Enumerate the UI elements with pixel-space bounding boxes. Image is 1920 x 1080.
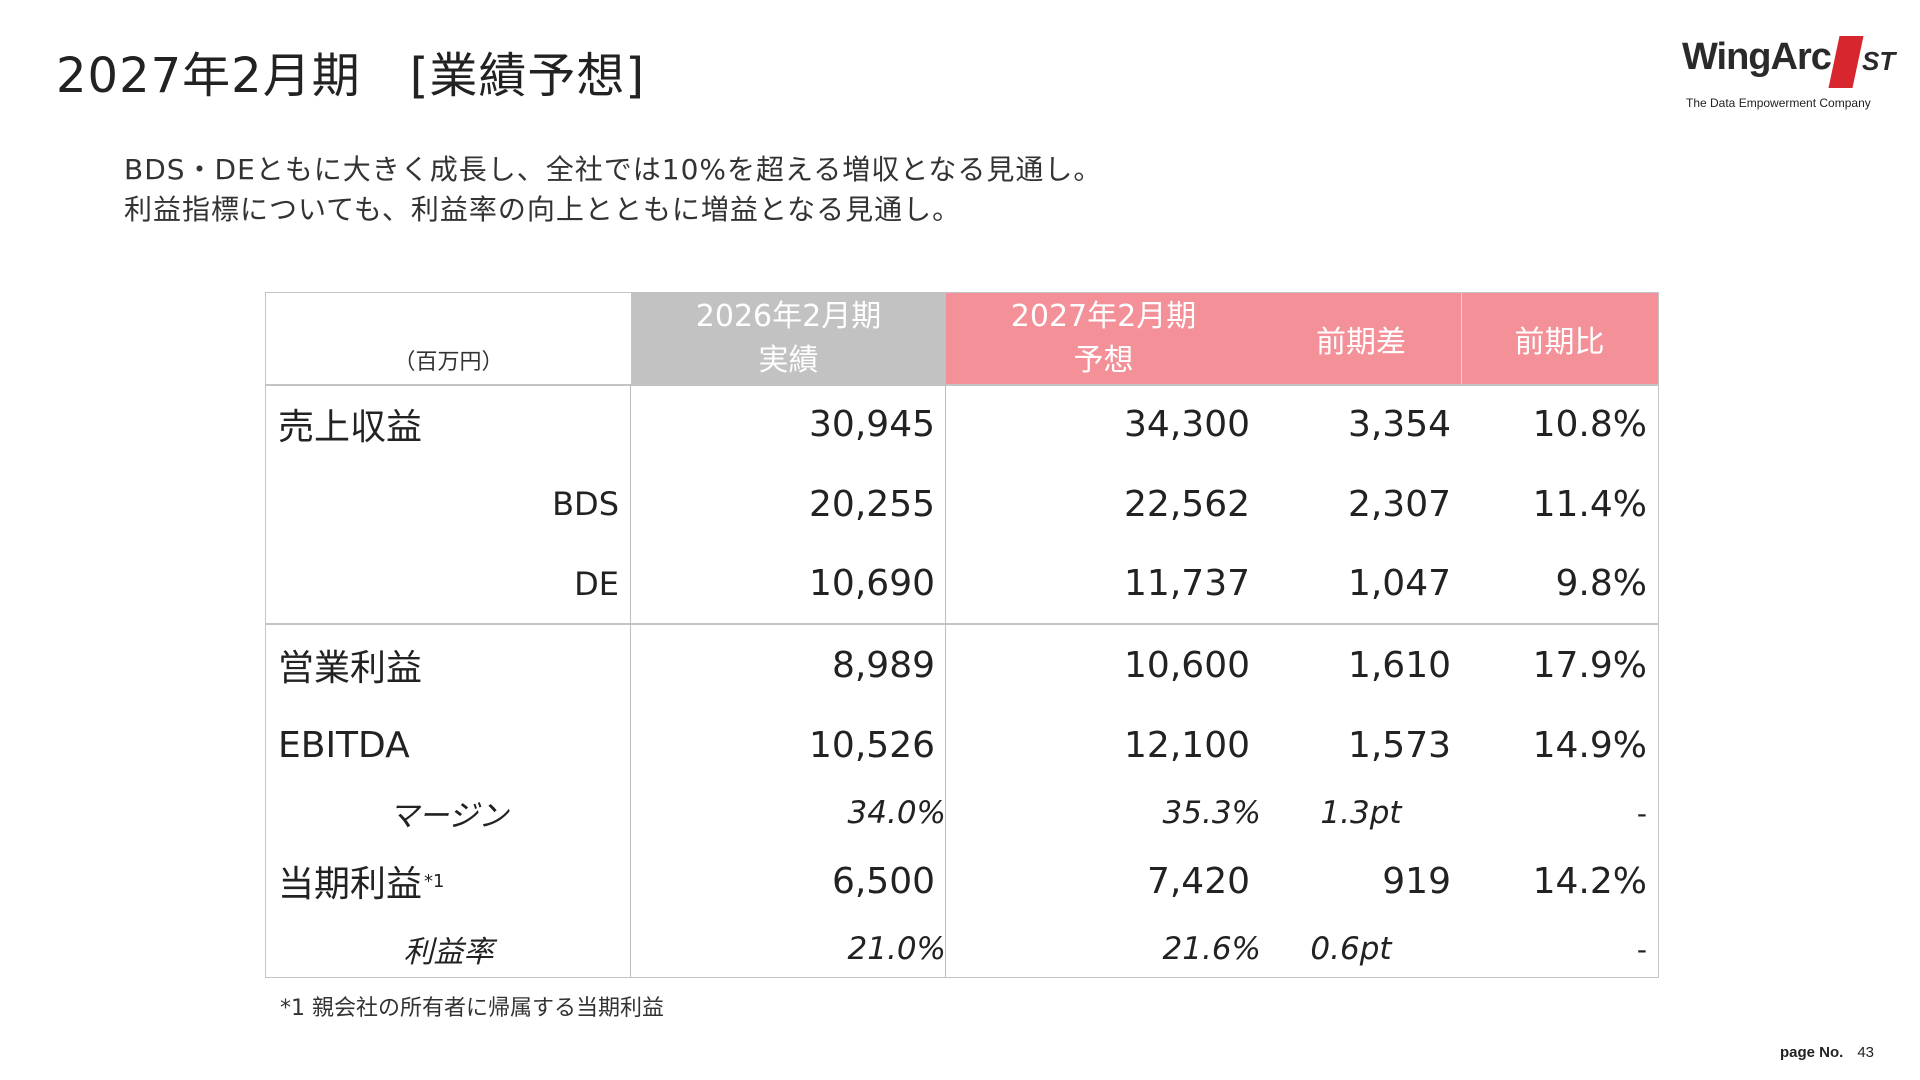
table-row-profit-margin: 利益率 21.0% 21.6% 0.6pt - xyxy=(266,921,1658,977)
cell-diff: 2,307 xyxy=(1347,483,1451,525)
cell-prev: 21.0% xyxy=(847,931,946,967)
row-label: DE xyxy=(574,564,619,603)
cell-prev: 20,255 xyxy=(809,483,935,525)
row-label: マージン xyxy=(388,799,509,834)
cell-diff: 1,573 xyxy=(1347,724,1451,766)
cell-diff: 3,354 xyxy=(1347,403,1451,445)
cell-diff: 1,047 xyxy=(1347,563,1451,604)
table-row-de: DE 10,690 11,737 1,047 9.8% xyxy=(266,544,1658,623)
cell-ratio: 9.8% xyxy=(1555,563,1647,604)
header-fy2026-line1: 2026年2月期 xyxy=(695,298,882,334)
row-label: 利益率 xyxy=(403,935,494,970)
cell-prev: 8,989 xyxy=(831,644,935,686)
cell-ratio: - xyxy=(1636,932,1647,966)
table-row-revenue: 売上収益 30,945 34,300 3,354 10.8% xyxy=(266,384,1658,464)
column-divider-line xyxy=(945,384,946,977)
footnote-marker: *1 xyxy=(424,870,445,892)
header-fy2027-forecast: 2027年2月期 予想 xyxy=(946,293,1261,384)
cell-forecast: 7,420 xyxy=(1146,860,1250,902)
cell-prev: 34.0% xyxy=(847,795,946,831)
company-logo: WingArc ST The Data Empowerment Company xyxy=(1682,30,1896,116)
intro-line-2: 利益指標についても、利益率の向上とともに増益となる見通し。 xyxy=(124,193,962,226)
column-divider-line xyxy=(630,384,631,977)
table-row-operating-profit: 営業利益 8,989 10,600 1,610 17.9% xyxy=(266,625,1658,705)
cell-forecast: 10,600 xyxy=(1124,644,1250,686)
header-yoy-diff: 前期差 xyxy=(1261,293,1461,384)
cell-prev: 30,945 xyxy=(809,403,935,445)
cell-forecast: 35.3% xyxy=(1162,795,1261,831)
page-number-value: 43 xyxy=(1857,1044,1875,1061)
header-fy2026-actual: 2026年2月期 実績 xyxy=(631,293,946,384)
cell-ratio: 11.4% xyxy=(1532,483,1647,525)
forecast-table: （百万円） 2026年2月期 実績 2027年2月期 予想 前期差 前期比 売上… xyxy=(265,292,1659,978)
table-row-bds: BDS 20,255 22,562 2,307 11.4% xyxy=(266,464,1658,544)
table-row-ebitda: EBITDA 10,526 12,100 1,573 14.9% xyxy=(266,705,1658,785)
cell-forecast: 21.6% xyxy=(1162,931,1261,967)
cell-forecast: 34,300 xyxy=(1124,403,1250,445)
cell-ratio: 10.8% xyxy=(1532,403,1647,445)
row-label-text: 当期利益 xyxy=(278,864,423,905)
footnote: *1 親会社の所有者に帰属する当期利益 xyxy=(280,996,664,1021)
cell-prev: 10,526 xyxy=(809,724,935,766)
logo-tagline: The Data Empowerment Company xyxy=(1686,96,1871,110)
table-row-ebitda-margin: マージン 34.0% 35.3% 1.3pt - xyxy=(266,785,1658,841)
row-label: 当期利益 *1 xyxy=(266,841,643,921)
page-label: page No. xyxy=(1780,1044,1844,1061)
page-number: page No. 43 xyxy=(1780,1044,1874,1061)
header-divider xyxy=(1461,293,1462,384)
logo-st: ST xyxy=(1862,46,1896,76)
intro-line-1: BDS・DEともに大きく成長し、全社では10%を超える増収となる見通し。 xyxy=(124,153,1103,186)
row-label: 営業利益 xyxy=(278,648,423,689)
table-row-net-profit: 当期利益 *1 6,500 7,420 919 14.2% xyxy=(266,841,1658,921)
header-yoy-ratio: 前期比 xyxy=(1461,293,1658,384)
cell-diff: 0.6pt xyxy=(1310,931,1392,967)
logo-1-mark-icon xyxy=(1828,36,1864,88)
logo-wordmark: WingArc xyxy=(1682,36,1832,78)
header-divider-line xyxy=(266,384,1658,386)
header-fy2027-line2: 予想 xyxy=(1073,342,1134,378)
cell-forecast: 12,100 xyxy=(1124,724,1250,766)
cell-prev: 10,690 xyxy=(809,563,935,604)
cell-forecast: 22,562 xyxy=(1124,483,1250,525)
cell-forecast: 11,737 xyxy=(1124,563,1250,604)
section-divider-line xyxy=(266,623,1658,625)
header-unit-cell: （百万円） xyxy=(266,293,631,384)
page-title: 2027年2月期 [業績予想] xyxy=(56,48,646,104)
header-fy2027-line1: 2027年2月期 xyxy=(1010,298,1197,334)
row-label: EBITDA xyxy=(278,724,410,766)
cell-ratio: - xyxy=(1636,796,1647,830)
cell-prev: 6,500 xyxy=(831,860,935,902)
cell-diff: 1,610 xyxy=(1347,644,1451,686)
cell-diff: 1.3pt xyxy=(1320,795,1402,831)
row-label: 売上収益 xyxy=(278,407,423,448)
intro-text: BDS・DEともに大きく成長し、全社では10%を超える増収となる見通し。 利益指… xyxy=(124,150,1102,230)
header-fy2026-line2: 実績 xyxy=(758,342,819,378)
cell-ratio: 14.9% xyxy=(1532,724,1647,766)
unit-label: （百万円） xyxy=(393,350,504,375)
cell-ratio: 14.2% xyxy=(1532,860,1647,902)
cell-ratio: 17.9% xyxy=(1532,644,1647,686)
row-label: BDS xyxy=(552,485,619,523)
cell-diff: 919 xyxy=(1382,860,1451,902)
